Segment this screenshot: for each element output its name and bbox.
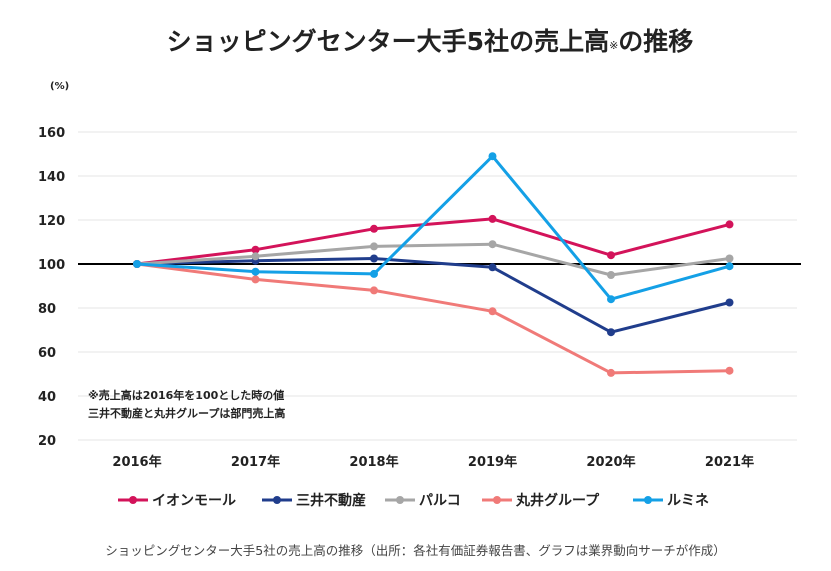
legend-label: ルミネ [667, 493, 709, 509]
data-point [488, 152, 497, 161]
y-axis-unit: (%) [50, 81, 69, 92]
legend-item: ルミネ [633, 493, 709, 509]
y-tick-labels: 20 40 60 80 100 120 140 160 [38, 126, 65, 449]
y-tick-label: 120 [38, 214, 65, 229]
data-point [607, 271, 615, 279]
data-point [370, 242, 378, 251]
data-point [370, 254, 378, 263]
legend: イオンモール 三井不動産 パルコ 丸井グループ ルミネ [118, 492, 709, 509]
title-note-mark: ※ [609, 39, 618, 52]
y-tick-label: 100 [38, 258, 65, 273]
legend-label: パルコ [419, 493, 461, 509]
chart-title: ショッピングセンター大手5社の売上高※の推移 [167, 27, 694, 56]
data-point [488, 263, 497, 272]
data-point [370, 224, 378, 233]
y-tick-label: 140 [38, 170, 65, 185]
data-point [488, 240, 497, 249]
series-line [136, 217, 730, 266]
legend-label: 三井不動産 [296, 492, 366, 509]
data-point [725, 220, 734, 229]
x-tick-labels: 2016年 2017年 2018年 2019年 2020年 2021年 [112, 454, 754, 470]
y-tick-label: 60 [38, 346, 56, 361]
series-2 [133, 254, 734, 337]
series-line [136, 242, 730, 277]
y-tick-label: 40 [38, 390, 56, 405]
legend-item: パルコ [385, 493, 461, 509]
data-point [607, 295, 615, 304]
x-tick-label: 2021年 [705, 454, 754, 470]
data-point [370, 286, 378, 295]
y-tick-label: 20 [38, 434, 56, 449]
data-point [607, 251, 615, 260]
legend-label: 丸井グループ [515, 492, 600, 509]
source-caption: ショッピングセンター大手5社の売上高の推移（出所：各社有価証券報告書、グラフは業… [105, 543, 726, 558]
chart-note-1: ※売上高は2016年を100とした時の値 [88, 388, 284, 402]
legend-marker [644, 496, 652, 504]
legend-marker [493, 496, 501, 504]
series-4 [133, 260, 734, 377]
legend-marker [396, 496, 404, 504]
data-point [488, 214, 497, 223]
series-line [136, 262, 730, 375]
x-tick-label: 2017年 [231, 454, 280, 470]
data-point [725, 366, 734, 375]
data-point [725, 262, 734, 271]
series-line [136, 257, 730, 334]
data-point [251, 252, 260, 261]
data-point [251, 245, 260, 254]
data-point [251, 267, 260, 276]
data-point [607, 328, 615, 337]
legend-item: 三井不動産 [262, 492, 366, 509]
data-point [725, 298, 734, 307]
data-point [488, 307, 497, 316]
legend-marker [273, 496, 281, 504]
x-tick-label: 2016年 [112, 454, 161, 470]
x-tick-label: 2018年 [349, 454, 398, 470]
legend-label: イオンモール [152, 493, 236, 509]
data-point [607, 368, 615, 377]
x-tick-label: 2020年 [586, 454, 635, 470]
y-tick-label: 80 [38, 302, 56, 317]
legend-marker [129, 496, 137, 504]
legend-item: 丸井グループ [482, 492, 600, 509]
data-point [370, 269, 378, 278]
y-tick-label: 160 [38, 126, 65, 141]
x-tick-label: 2019年 [468, 454, 517, 470]
data-point [725, 254, 734, 263]
series-5 [133, 152, 734, 304]
legend-item: イオンモール [118, 493, 236, 509]
data-point [251, 275, 260, 284]
series-1 [133, 214, 734, 268]
series-lines [133, 152, 734, 377]
chart-note-2: 三井不動産と丸井グループは部門売上高 [88, 406, 285, 420]
series-line [136, 154, 730, 301]
data-point [133, 260, 141, 268]
